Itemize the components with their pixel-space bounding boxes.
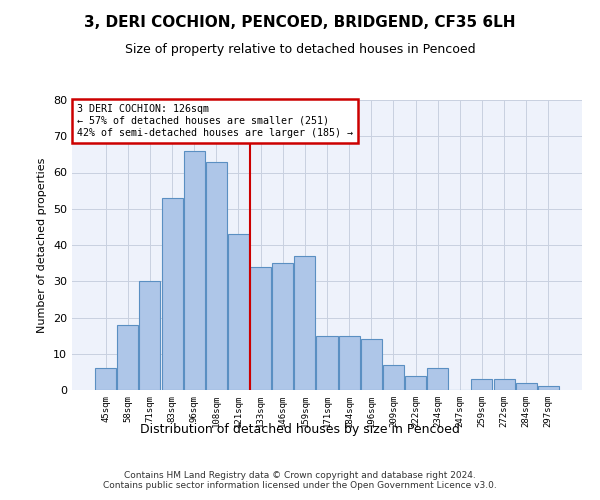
Bar <box>272 263 293 390</box>
Bar <box>139 281 160 390</box>
Bar <box>538 386 559 390</box>
Bar <box>295 256 316 390</box>
Bar <box>515 383 536 390</box>
Bar <box>250 267 271 390</box>
Bar <box>494 379 515 390</box>
Bar <box>472 379 493 390</box>
Bar <box>405 376 426 390</box>
Y-axis label: Number of detached properties: Number of detached properties <box>37 158 47 332</box>
Bar <box>338 336 359 390</box>
Text: Contains HM Land Registry data © Crown copyright and database right 2024.
Contai: Contains HM Land Registry data © Crown c… <box>103 470 497 490</box>
Text: Distribution of detached houses by size in Pencoed: Distribution of detached houses by size … <box>140 422 460 436</box>
Bar <box>95 368 116 390</box>
Text: 3, DERI COCHION, PENCOED, BRIDGEND, CF35 6LH: 3, DERI COCHION, PENCOED, BRIDGEND, CF35… <box>84 15 516 30</box>
Bar <box>161 198 182 390</box>
Bar <box>118 325 139 390</box>
Bar <box>427 368 448 390</box>
Text: Size of property relative to detached houses in Pencoed: Size of property relative to detached ho… <box>125 42 475 56</box>
Bar <box>206 162 227 390</box>
Bar <box>184 151 205 390</box>
Bar <box>228 234 249 390</box>
Text: 3 DERI COCHION: 126sqm
← 57% of detached houses are smaller (251)
42% of semi-de: 3 DERI COCHION: 126sqm ← 57% of detached… <box>77 104 353 138</box>
Bar <box>316 336 338 390</box>
Bar <box>361 339 382 390</box>
Bar <box>383 364 404 390</box>
